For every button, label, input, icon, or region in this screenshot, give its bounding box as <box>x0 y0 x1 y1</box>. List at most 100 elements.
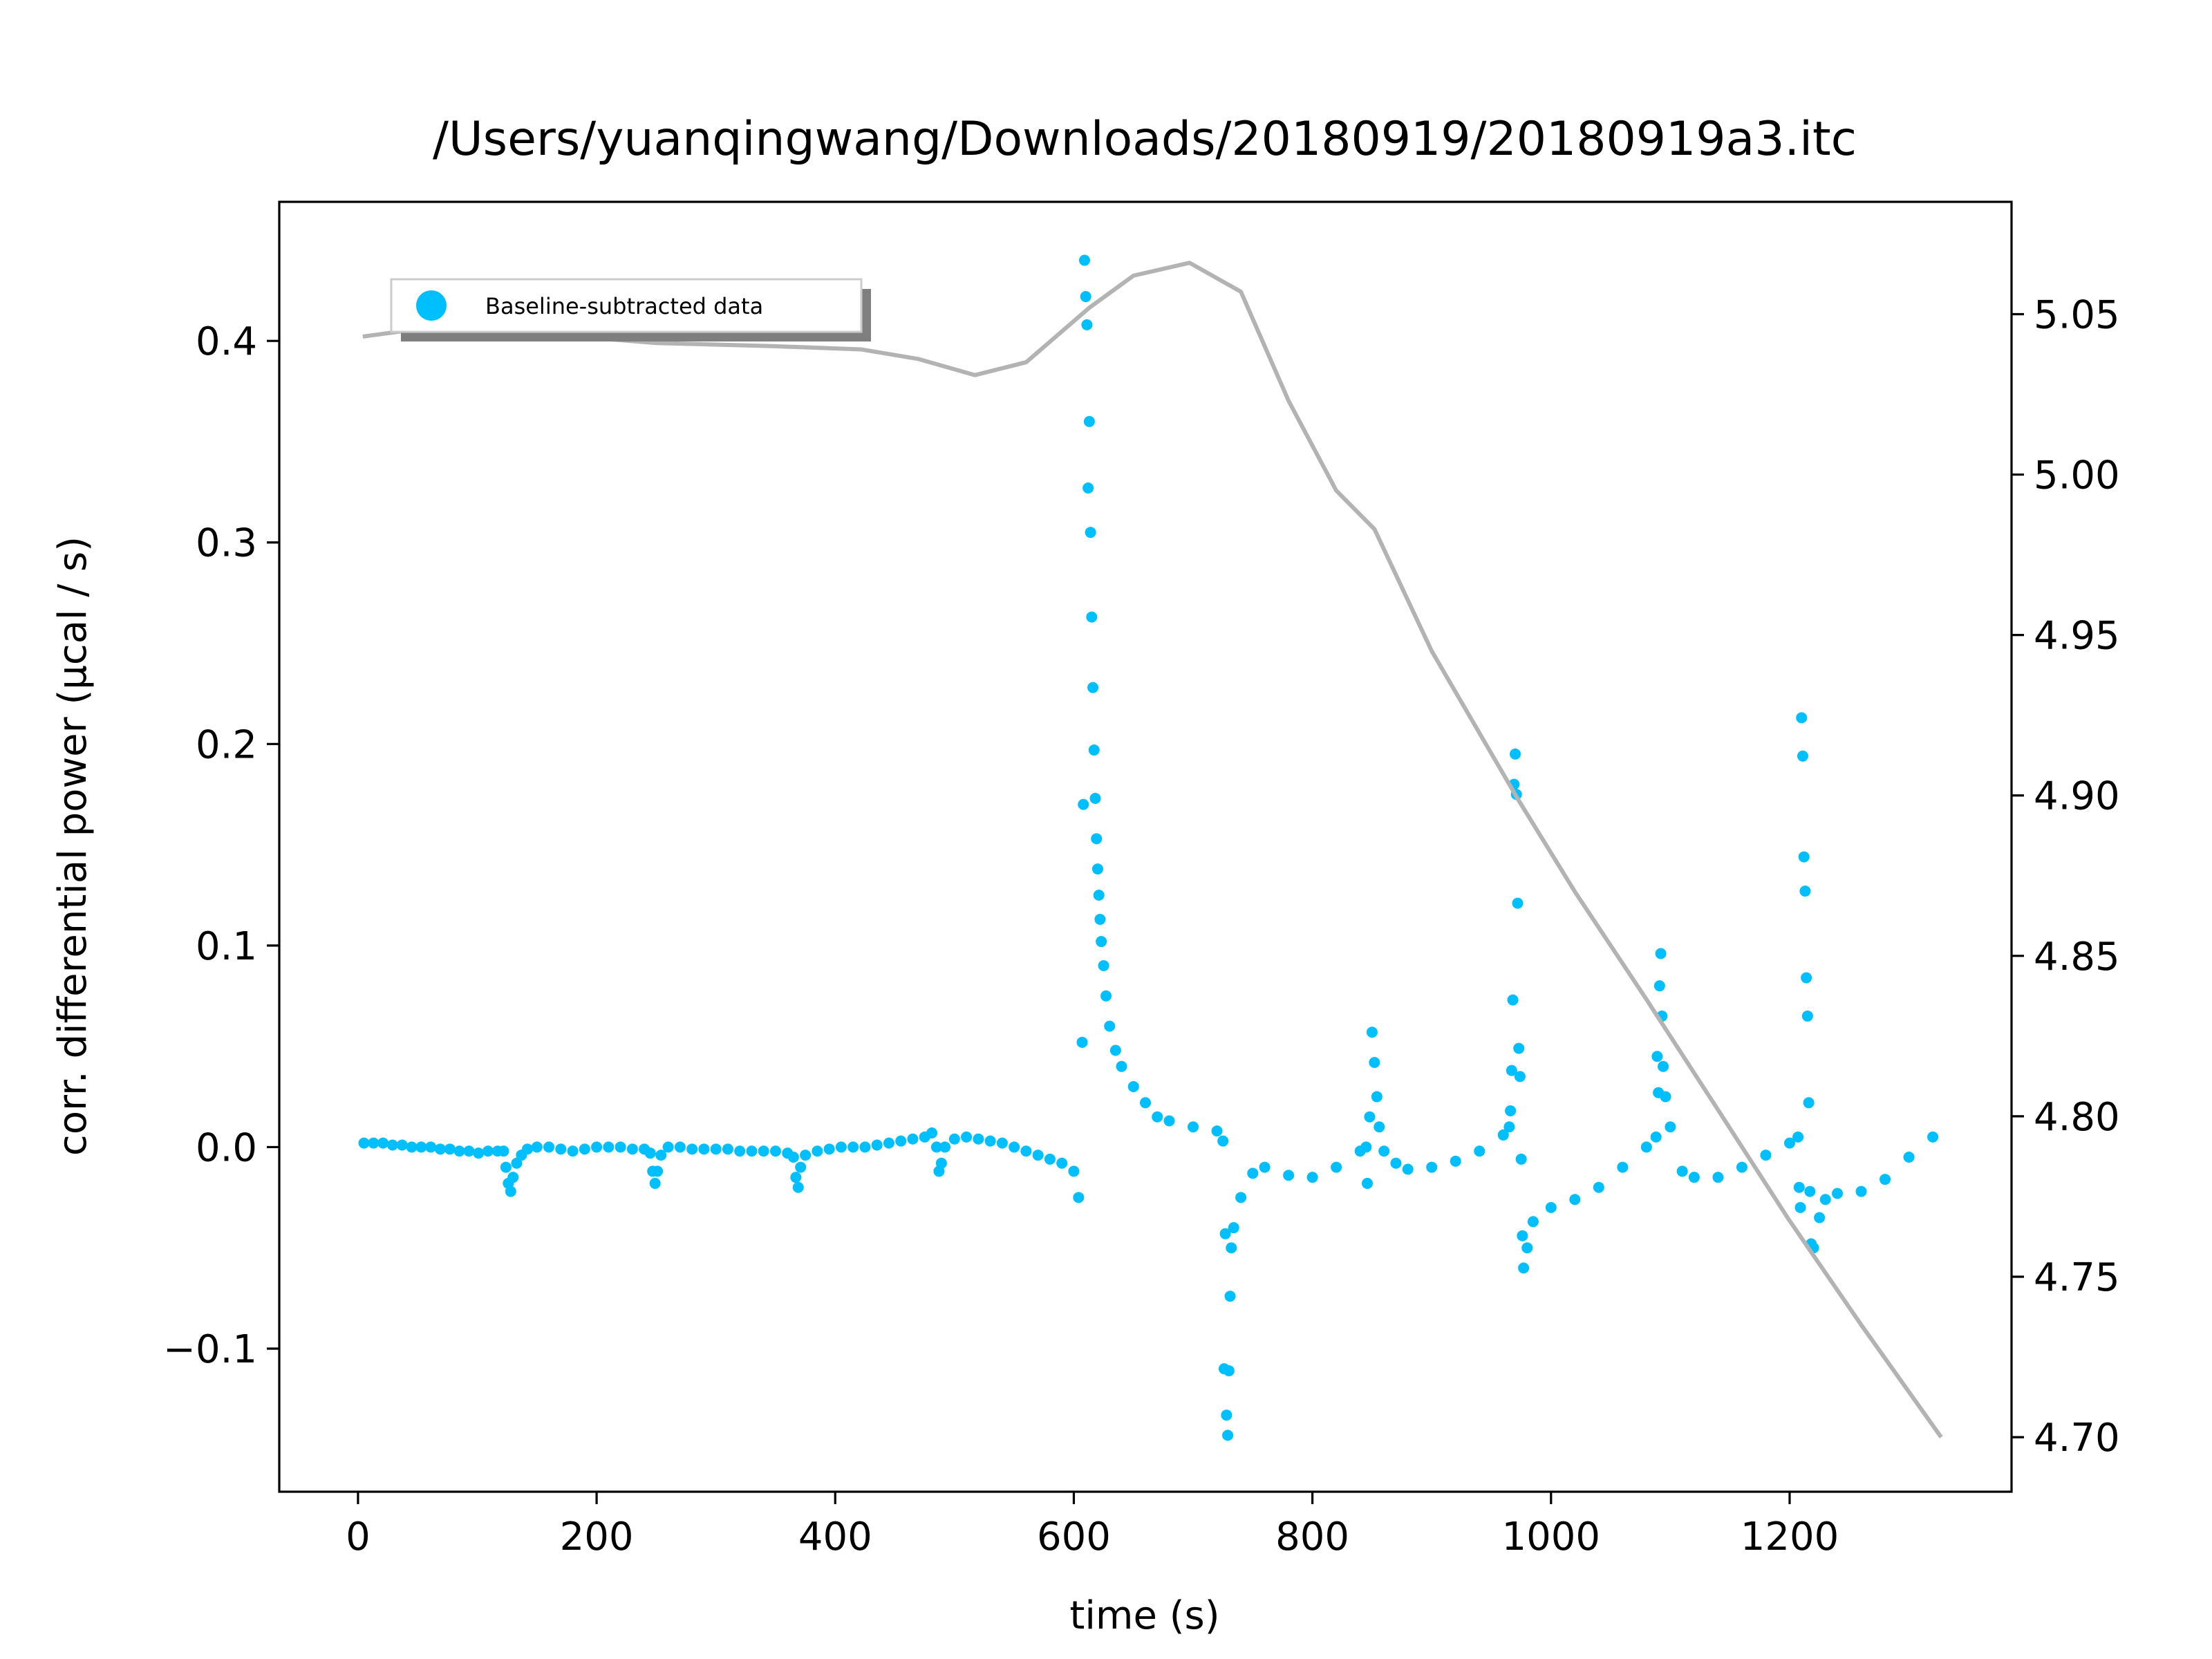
x-tick-label: 600 <box>1037 1515 1111 1559</box>
data-point <box>649 1177 661 1189</box>
data-point <box>1506 1065 1517 1076</box>
data-point <box>734 1145 746 1157</box>
data-point <box>758 1145 769 1157</box>
y2-tick-label: 4.70 <box>2034 1416 2120 1461</box>
data-point <box>1219 1228 1231 1239</box>
data-point <box>1378 1145 1390 1157</box>
y2-tick-label: 4.90 <box>2034 774 2120 819</box>
legend-label: Baseline-subtracted data <box>485 293 763 319</box>
data-point <box>1086 611 1098 623</box>
data-point <box>948 1133 960 1145</box>
data-point <box>1094 913 1106 925</box>
data-point <box>1651 1051 1663 1062</box>
data-point <box>1163 1115 1175 1127</box>
data-point <box>396 1139 408 1151</box>
data-point <box>1188 1121 1199 1133</box>
data-point <box>1032 1150 1044 1161</box>
data-point <box>1510 748 1521 760</box>
data-point <box>521 1143 533 1155</box>
data-point <box>1093 889 1105 901</box>
data-point <box>1402 1163 1414 1175</box>
data-point <box>473 1147 485 1159</box>
data-point <box>1801 972 1812 984</box>
data-point <box>835 1141 847 1153</box>
x-tick-label: 800 <box>1275 1515 1349 1559</box>
data-point <box>1796 712 1808 724</box>
data-point <box>1098 960 1109 972</box>
data-point <box>1426 1161 1438 1173</box>
data-point <box>1085 527 1096 538</box>
y2-tick-label: 4.85 <box>2034 935 2120 980</box>
data-point <box>769 1145 781 1157</box>
y-tick-label: 0.3 <box>196 521 257 566</box>
data-point <box>453 1145 465 1157</box>
data-point <box>1819 1194 1831 1206</box>
data-point <box>1224 1291 1236 1302</box>
data-point <box>1078 254 1090 266</box>
data-point <box>790 1172 802 1183</box>
data-point <box>1306 1172 1318 1183</box>
data-point <box>1799 885 1811 897</box>
data-point <box>961 1131 973 1143</box>
data-point <box>1521 1242 1533 1254</box>
data-point <box>674 1141 686 1153</box>
data-point <box>1814 1212 1826 1224</box>
data-point <box>1783 1137 1795 1149</box>
data-point <box>1676 1165 1688 1177</box>
data-point <box>1360 1141 1372 1153</box>
data-point <box>792 1181 804 1193</box>
data-point <box>463 1145 475 1157</box>
data-point <box>498 1145 509 1157</box>
data-point <box>500 1161 512 1173</box>
data-point <box>406 1141 418 1153</box>
data-point <box>1152 1111 1163 1123</box>
data-point <box>1020 1145 1032 1157</box>
data-point <box>1513 1042 1525 1054</box>
data-point <box>1650 1131 1662 1143</box>
data-point <box>1228 1222 1239 1234</box>
data-point <box>1450 1155 1461 1167</box>
data-point <box>823 1143 835 1155</box>
data-point <box>1804 1185 1816 1197</box>
data-point <box>615 1141 626 1153</box>
axes-frame <box>278 200 2013 1493</box>
data-point <box>939 1141 951 1153</box>
data-point <box>1331 1161 1342 1173</box>
data-point <box>895 1135 907 1147</box>
data-point <box>1088 744 1100 756</box>
data-point <box>482 1145 494 1157</box>
y2-tick-label: 5.00 <box>2034 453 2120 498</box>
data-point <box>1736 1161 1747 1173</box>
data-point <box>1658 1060 1669 1072</box>
data-point <box>812 1145 823 1157</box>
y-tick-label: −0.1 <box>163 1327 257 1372</box>
data-point <box>1056 1157 1068 1169</box>
y-axis-label: corr. differential power (μcal / s) <box>50 536 95 1156</box>
data-point <box>1222 1430 1234 1441</box>
data-point <box>1100 990 1112 1002</box>
data-point <box>1665 1121 1676 1133</box>
data-point <box>1073 1192 1085 1203</box>
data-point <box>511 1157 523 1169</box>
data-point <box>579 1143 590 1155</box>
data-point <box>662 1141 674 1153</box>
data-point <box>1087 682 1099 693</box>
data-point <box>1518 1262 1530 1274</box>
data-point <box>1640 1141 1652 1153</box>
data-point <box>1803 1097 1815 1109</box>
data-point <box>1364 1111 1376 1123</box>
data-point <box>368 1137 379 1149</box>
data-point <box>1801 1010 1813 1022</box>
y2-tick-label: 4.95 <box>2034 614 2120 659</box>
data-point <box>1512 897 1524 909</box>
data-point <box>1235 1192 1247 1203</box>
data-point <box>984 1135 996 1147</box>
data-point <box>1366 1027 1378 1038</box>
data-point <box>1653 980 1665 992</box>
data-point <box>871 1139 883 1151</box>
data-point <box>746 1145 758 1157</box>
data-point <box>907 1133 919 1145</box>
data-point <box>1855 1185 1867 1197</box>
data-point <box>626 1143 638 1155</box>
